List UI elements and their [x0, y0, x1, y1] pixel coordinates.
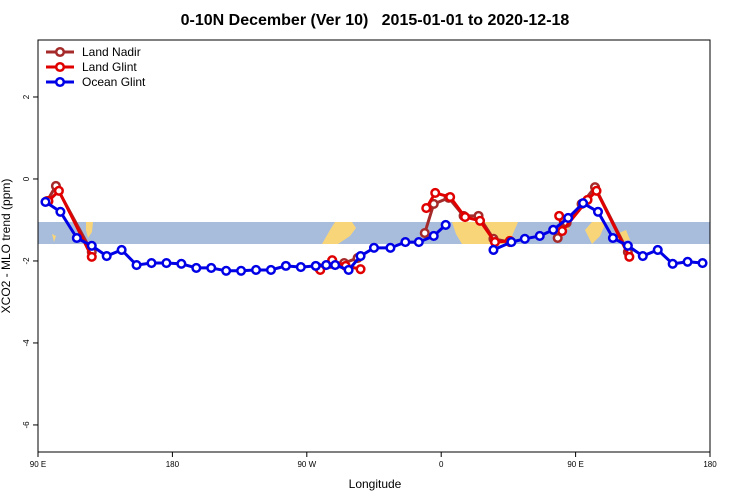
x-tick-label: 180	[166, 460, 180, 469]
data-point	[161, 257, 172, 269]
y-tick-label: -4	[22, 339, 31, 347]
data-point	[445, 191, 456, 203]
data-point	[421, 203, 432, 214]
data-point	[295, 262, 306, 273]
legend-label: Ocean Glint	[82, 75, 146, 89]
x-tick-label: 0	[439, 460, 444, 469]
legend-marker	[54, 76, 66, 88]
x-tick-label: 90 W	[297, 460, 316, 469]
data-point	[489, 237, 501, 248]
data-point	[578, 198, 589, 209]
data-point	[101, 250, 112, 262]
data-point	[355, 264, 366, 275]
chart-title: 0-10N December (Ver 10) 2015-01-01 to 20…	[181, 12, 570, 29]
land	[322, 222, 356, 244]
data-point	[622, 240, 633, 251]
data-point	[206, 262, 217, 273]
data-point	[330, 260, 341, 271]
data-point	[637, 250, 648, 262]
plot-frame	[37, 39, 711, 453]
data-point	[265, 264, 277, 276]
series	[40, 196, 708, 276]
data-point	[131, 260, 142, 271]
data-point	[191, 262, 202, 273]
land	[452, 222, 518, 244]
x-axis-label: Longitude	[349, 477, 402, 491]
legend-marker	[54, 61, 66, 73]
data-point	[554, 210, 565, 221]
data-point	[488, 244, 499, 255]
data-point	[343, 264, 354, 276]
data-point	[682, 256, 693, 267]
legend-label: Land Nadir	[82, 45, 141, 59]
data-point	[460, 212, 471, 223]
data-point	[116, 244, 127, 255]
data-point	[419, 228, 430, 239]
data-point	[310, 260, 321, 271]
data-point	[355, 250, 366, 262]
data-point	[506, 237, 517, 248]
data-point	[250, 264, 262, 276]
data-point	[440, 219, 451, 230]
data-point	[552, 232, 563, 244]
data-point	[474, 215, 486, 226]
data-point	[280, 260, 291, 271]
y-tick-label: -6	[22, 421, 31, 429]
land	[560, 222, 630, 244]
data-point	[146, 257, 157, 269]
legend-marker	[54, 46, 66, 58]
data-point	[385, 242, 396, 253]
data-point	[697, 257, 708, 269]
data-point	[652, 244, 663, 255]
data-point	[236, 265, 247, 276]
x-tick-label: 180	[703, 460, 717, 469]
land	[52, 222, 93, 242]
data-point	[428, 230, 439, 242]
x-tick-label: 90 E	[30, 460, 46, 469]
data-point	[413, 237, 424, 248]
data-point	[607, 232, 618, 244]
data-point	[400, 237, 411, 248]
data-point	[519, 233, 530, 244]
data-point	[591, 185, 602, 196]
y-axis-label: XCO2 - MLO trend (ppm)	[0, 179, 13, 314]
y-tick-label: 2	[22, 94, 31, 99]
data-point	[321, 260, 332, 271]
data-point	[430, 187, 441, 198]
data-point	[86, 240, 97, 251]
data-point	[624, 251, 635, 262]
data-point	[86, 251, 97, 262]
data-point	[221, 265, 232, 276]
data-point	[368, 242, 380, 253]
data-point	[176, 258, 187, 269]
data-point	[40, 196, 51, 207]
x-tick-label: 90 E	[567, 460, 583, 469]
data-point	[667, 258, 678, 269]
data-point	[557, 225, 568, 237]
legend-label: Land Glint	[82, 60, 137, 74]
data-point	[55, 206, 66, 217]
data-point	[563, 212, 574, 223]
data-point	[71, 232, 82, 244]
data-point	[534, 230, 545, 242]
data-point	[548, 224, 559, 235]
data-point	[53, 185, 64, 196]
data-point	[592, 206, 604, 217]
y-tick-label: 0	[22, 176, 31, 181]
y-tick-label: -2	[22, 257, 31, 265]
